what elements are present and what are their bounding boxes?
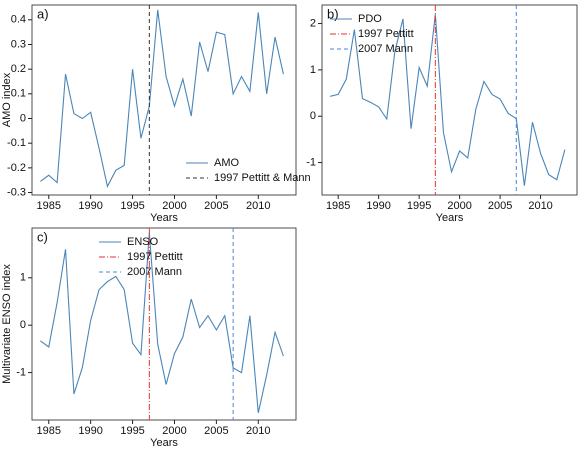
plot-frame [31, 227, 297, 421]
panel-label: a) [37, 6, 49, 21]
legend-label: 1997 Pettitt [127, 251, 183, 263]
y-tick-label: 0.3 [11, 38, 26, 50]
y-tick-label: 0 [20, 319, 26, 331]
x-tick-label: 2005 [488, 200, 512, 212]
y-tick-label: -1 [16, 366, 26, 378]
legend-label: AMO [214, 157, 240, 169]
y-tick-label: -0.2 [7, 162, 26, 174]
x-tick-label: 2010 [246, 200, 270, 212]
y-tick-label: -1 [306, 156, 316, 168]
x-axis-label: Years [436, 212, 464, 224]
x-tick-label: 1985 [326, 200, 350, 212]
y-tick-label: 0.2 [11, 63, 26, 75]
x-tick-label: 1990 [78, 200, 102, 212]
series-line [40, 9, 284, 188]
x-tick-label: 1990 [366, 200, 390, 212]
panel-label: b) [327, 6, 339, 21]
legend-label: 2007 Mann [127, 266, 182, 278]
legend-label: 1997 Pettitt [358, 28, 414, 40]
x-tick-label: 2000 [447, 200, 471, 212]
x-tick-label: 2000 [162, 200, 186, 212]
y-axis-label: AMO index [1, 72, 13, 127]
x-tick-label: 2000 [162, 425, 186, 437]
x-tick-label: 2005 [204, 200, 228, 212]
y-tick-label: 1 [310, 64, 316, 76]
x-axis-label: Years [150, 212, 178, 224]
y-tick-label: 0 [310, 110, 316, 122]
panel-label: c) [37, 229, 48, 244]
y-tick-label: -0.3 [7, 186, 26, 198]
plot-frame [31, 4, 297, 196]
legend-label: ENSO [127, 236, 159, 248]
x-tick-label: 1995 [407, 200, 431, 212]
y-tick-label: -0.1 [7, 137, 26, 149]
x-tick-label: 1990 [78, 425, 102, 437]
x-tick-label: 2005 [204, 425, 228, 437]
legend-label: 2007 Mann [358, 43, 413, 55]
plot-frame [321, 4, 578, 196]
x-tick-label: 1985 [37, 200, 61, 212]
y-tick-label: 2 [310, 17, 316, 29]
legend-label: 1997 Pettitt & Mann [214, 172, 311, 184]
series-line [329, 14, 566, 186]
series-line [40, 232, 284, 414]
legend-label: PDO [358, 13, 382, 25]
x-tick-label: 1995 [120, 200, 144, 212]
x-tick-label: 2010 [246, 425, 270, 437]
y-tick-label: 0.1 [11, 88, 26, 100]
y-tick-label: 1 [20, 272, 26, 284]
x-tick-label: 2010 [528, 200, 552, 212]
x-tick-label: 1995 [120, 425, 144, 437]
x-tick-label: 1985 [37, 425, 61, 437]
y-tick-label: 0.4 [11, 14, 26, 26]
x-axis-label: Years [150, 437, 178, 449]
y-axis-label: Multivariate ENSO index [1, 264, 13, 384]
y-tick-label: 0 [20, 112, 26, 124]
